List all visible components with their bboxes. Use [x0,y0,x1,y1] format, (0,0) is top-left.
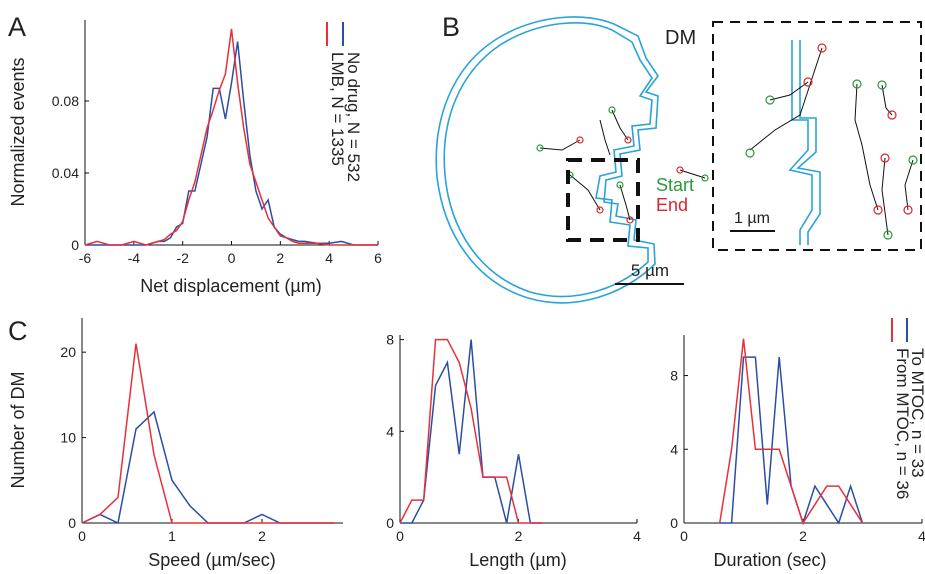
y-tick-label: 10 [60,430,76,446]
x-tick-label: 2 [515,528,523,544]
series-line [84,28,378,246]
track [679,169,706,179]
start-label: Start [656,175,694,195]
start-marker [880,153,890,163]
end-marker [803,77,813,87]
y-tick-label: 8 [670,368,678,384]
x-tick-label: 1 [168,528,176,544]
track [881,157,889,236]
series-line [81,343,334,524]
series-line [718,338,864,525]
x-axis-label: Speed (µm/sec) [148,550,275,570]
x-axis-label: Duration (sec) [713,550,826,570]
start-marker [908,155,918,165]
series-line [399,338,543,524]
cell-outline [443,22,653,298]
start-marker [877,80,887,90]
track [904,159,914,211]
track [569,174,601,211]
end-marker [626,216,634,224]
x-tick-label: 6 [374,250,382,266]
end-marker [624,136,632,144]
end-marker [873,205,883,215]
legend-label: From MTOC, n = 36 [893,348,912,499]
start-marker [536,144,544,152]
track [749,47,823,151]
x-tick-label: 0 [228,250,236,266]
end-marker [576,136,584,144]
x-tick-label: -6 [79,250,92,266]
track [881,84,893,116]
track [599,119,611,156]
x-tick-label: -4 [128,250,141,266]
x-tick-label: 2 [276,250,284,266]
y-tick-label: 0 [386,515,394,531]
scale-label: 5 µm [631,261,669,280]
inset-outline [796,40,821,245]
x-tick-label: -2 [176,250,189,266]
x-tick-label: 4 [633,528,641,544]
end-marker [903,205,913,215]
y-tick-label: 4 [670,441,678,457]
x-tick-label: 2 [258,528,266,544]
series-line [719,356,864,526]
legend-label: No drug, N = 532 [344,52,363,182]
y-tick-label: 0 [670,515,678,531]
y-tick-label: 20 [60,344,76,360]
track [854,83,879,211]
start-marker [608,106,616,114]
end-marker [817,43,827,53]
track [769,81,809,101]
track [539,139,581,151]
x-axis-label: Net displacement (µm) [140,276,321,296]
x-tick-label: 0 [680,528,688,544]
x-tick-label: 4 [918,528,925,544]
legend-label: To MTOC, n = 33 [908,348,925,478]
start-marker [701,174,709,182]
y-tick-label: 4 [386,423,394,439]
track-ends [536,43,918,240]
x-tick-label: 0 [396,528,404,544]
y-tick-label: 8 [386,332,394,348]
y-tick-label: 0 [71,237,79,253]
x-tick-label: 0 [78,528,86,544]
zoom-box [566,158,640,242]
panel-label: A [8,12,26,42]
y-axis-label: Number of DM [8,371,28,488]
panel-label: B [442,12,460,42]
start-marker [745,148,755,158]
y-tick-label: 0.04 [52,165,79,181]
x-tick-label: 4 [325,250,333,266]
end-label: End [656,195,688,215]
y-axis-label: Normalized events [8,57,28,206]
end-marker [676,166,684,174]
track [619,184,631,221]
cell-diagram [435,16,821,304]
x-axis-label: Length (µm) [469,550,566,570]
start-marker [765,95,775,105]
inset-outline [788,40,813,245]
end-marker [596,206,604,214]
end-marker [887,110,897,120]
series-line [81,410,334,525]
inset-box [712,21,922,251]
panel-label: C [8,316,28,346]
y-tick-label: 0.08 [52,93,79,109]
track [611,109,629,141]
x-tick-label: 2 [799,528,807,544]
tracks [539,47,914,236]
scale-label: 1 µm [734,210,770,227]
dm-label: DM [665,27,696,49]
start-marker [852,79,862,89]
legend-label: LMB, N = 1335 [328,52,347,166]
y-tick-label: 0 [68,515,76,531]
end-marker [883,230,893,240]
start-marker [616,181,624,189]
cell-outline [435,16,659,304]
series-line [400,339,543,524]
